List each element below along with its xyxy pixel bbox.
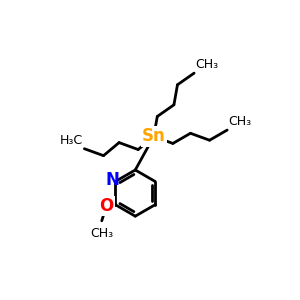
Text: O: O (99, 197, 113, 215)
Text: CH₃: CH₃ (195, 58, 218, 71)
Text: H₃C: H₃C (59, 134, 83, 147)
Text: Sn: Sn (142, 128, 166, 146)
Text: CH₃: CH₃ (90, 226, 113, 240)
Text: CH₃: CH₃ (228, 115, 251, 128)
Text: N: N (105, 171, 119, 189)
